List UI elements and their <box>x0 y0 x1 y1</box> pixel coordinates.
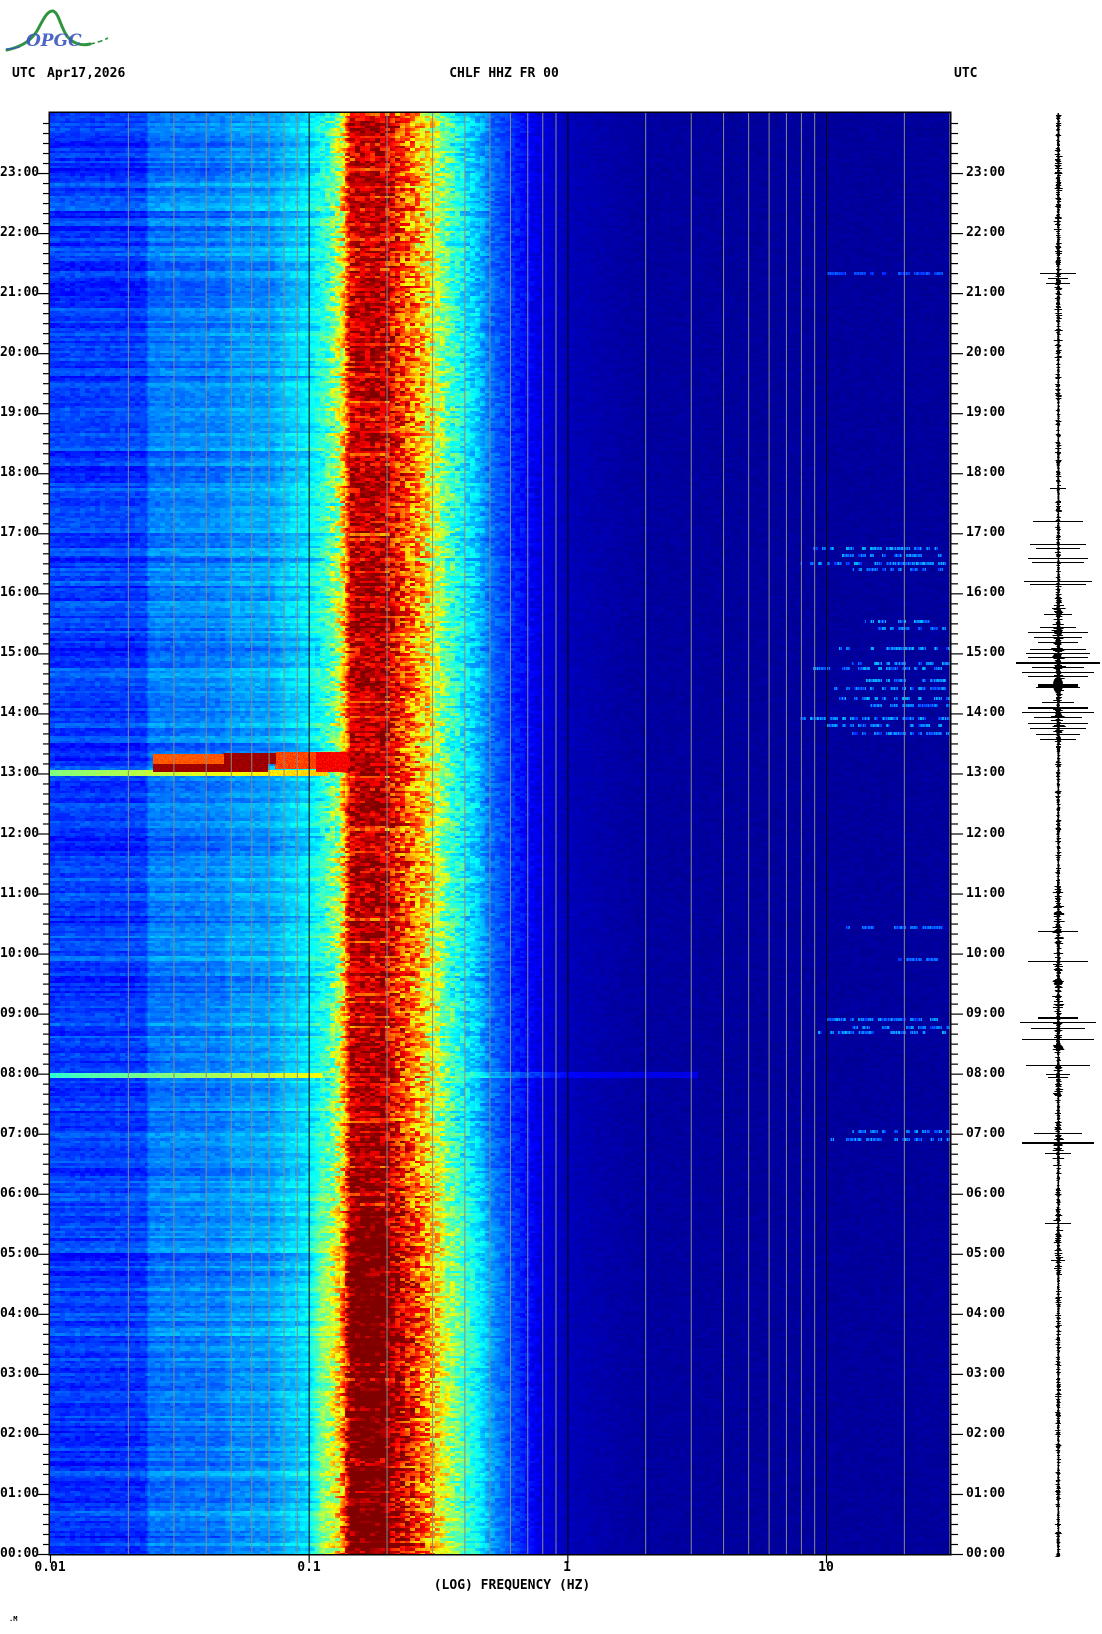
time-label-right-14: 14:00 <box>966 705 1006 720</box>
time-label-right-20: 20:00 <box>966 345 1006 360</box>
time-label-left-12: 12:00 <box>0 826 40 841</box>
time-label-left-5: 05:00 <box>0 1246 40 1261</box>
time-label-left-13: 13:00 <box>0 765 40 780</box>
time-label-left-0: 00:00 <box>0 1546 40 1561</box>
utc-label-left: UTC <box>12 66 36 81</box>
time-label-right-17: 17:00 <box>966 525 1006 540</box>
spectrogram-heatmap <box>30 105 970 1570</box>
time-label-right-8: 08:00 <box>966 1066 1006 1081</box>
time-label-right-4: 04:00 <box>966 1306 1006 1321</box>
time-label-left-15: 15:00 <box>0 645 40 660</box>
time-label-left-9: 09:00 <box>0 1006 40 1021</box>
time-label-right-18: 18:00 <box>966 465 1006 480</box>
time-label-right-16: 16:00 <box>966 585 1006 600</box>
time-label-left-21: 21:00 <box>0 285 40 300</box>
time-label-right-19: 19:00 <box>966 405 1006 420</box>
freq-tick-label-0.01: 0.01 <box>34 1560 66 1575</box>
time-label-right-21: 21:00 <box>966 285 1006 300</box>
time-label-left-3: 03:00 <box>0 1366 40 1381</box>
time-label-left-8: 08:00 <box>0 1066 40 1081</box>
time-label-right-10: 10:00 <box>966 946 1006 961</box>
time-label-left-17: 17:00 <box>0 525 40 540</box>
time-label-left-16: 16:00 <box>0 585 40 600</box>
time-label-left-11: 11:00 <box>0 886 40 901</box>
time-label-right-5: 05:00 <box>966 1246 1006 1261</box>
time-label-left-23: 23:00 <box>0 165 40 180</box>
logo-text: OPGC <box>26 31 82 51</box>
logo-underline-icon <box>5 46 21 50</box>
time-label-right-15: 15:00 <box>966 645 1006 660</box>
time-label-right-13: 13:00 <box>966 765 1006 780</box>
freq-tick-label-10: 10 <box>818 1560 834 1575</box>
corner-glyph: .M <box>9 1615 18 1623</box>
time-label-left-18: 18:00 <box>0 465 40 480</box>
time-label-left-7: 07:00 <box>0 1126 40 1141</box>
time-label-left-14: 14:00 <box>0 705 40 720</box>
time-label-right-9: 09:00 <box>966 1006 1006 1021</box>
time-label-left-2: 02:00 <box>0 1426 40 1441</box>
time-label-right-6: 06:00 <box>966 1186 1006 1201</box>
station-title: CHLF HHZ FR 00 <box>449 66 559 81</box>
time-label-left-4: 04:00 <box>0 1306 40 1321</box>
time-label-right-12: 12:00 <box>966 826 1006 841</box>
time-label-left-10: 10:00 <box>0 946 40 961</box>
time-label-right-0: 00:00 <box>966 1546 1006 1561</box>
opgc-logo: OPGC <box>5 9 109 52</box>
frequency-axis-title: (LOG) FREQUENCY (HZ) <box>433 1578 591 1593</box>
time-label-left-19: 19:00 <box>0 405 40 420</box>
seismogram-trace <box>990 105 1102 1570</box>
logo-mountain-icon <box>5 9 92 52</box>
freq-tick-label-1: 1 <box>563 1560 571 1575</box>
time-label-right-23: 23:00 <box>966 165 1006 180</box>
time-label-left-22: 22:00 <box>0 225 40 240</box>
freq-tick-label-0.1: 0.1 <box>297 1560 321 1575</box>
time-label-right-3: 03:00 <box>966 1366 1006 1381</box>
time-label-left-20: 20:00 <box>0 345 40 360</box>
date-label: Apr17,2026 <box>47 66 126 81</box>
utc-label-right: UTC <box>954 66 978 81</box>
time-label-right-7: 07:00 <box>966 1126 1006 1141</box>
time-label-right-22: 22:00 <box>966 225 1006 240</box>
time-label-left-1: 01:00 <box>0 1486 40 1501</box>
time-label-right-1: 01:00 <box>966 1486 1006 1501</box>
time-label-right-2: 02:00 <box>966 1426 1006 1441</box>
logo-tail-icon <box>89 37 109 45</box>
time-label-right-11: 11:00 <box>966 886 1006 901</box>
time-label-left-6: 06:00 <box>0 1186 40 1201</box>
